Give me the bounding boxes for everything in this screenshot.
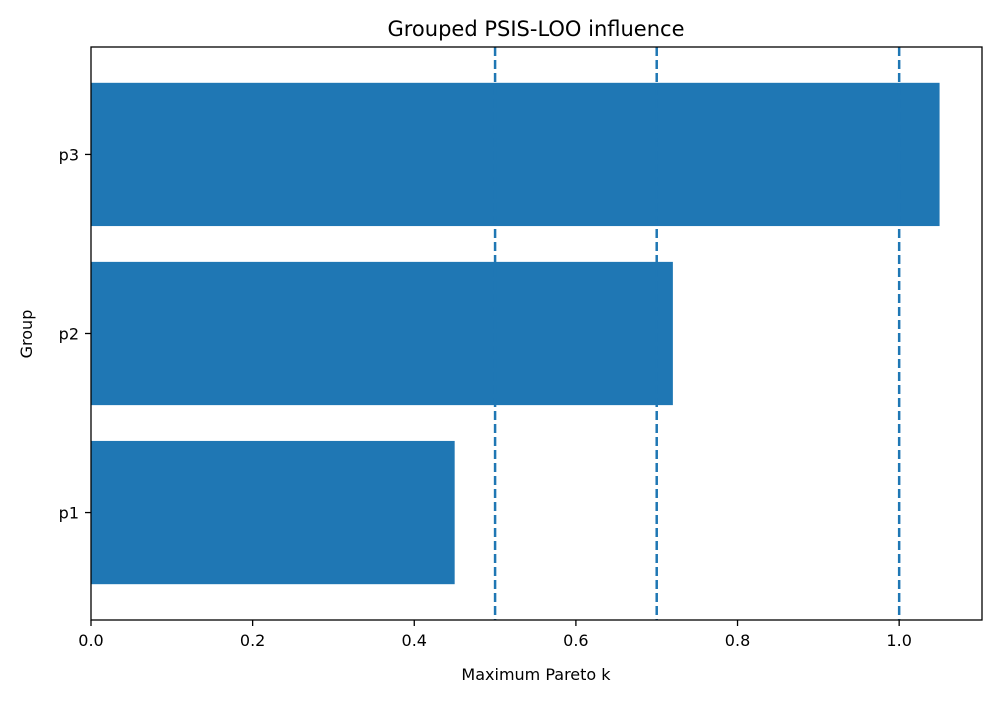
x-tick-label: 0.0 (78, 631, 103, 650)
y-axis-label: Group (17, 310, 36, 359)
x-tick-label: 0.6 (563, 631, 588, 650)
bar-p1 (91, 440, 455, 585)
y-tick-label-p3: p3 (59, 145, 79, 164)
y-tick-label-p2: p2 (59, 325, 79, 344)
bar-p2 (91, 261, 673, 406)
x-tick-label: 0.2 (240, 631, 265, 650)
x-tick-label: 0.8 (725, 631, 750, 650)
x-tick-label: 1.0 (886, 631, 911, 650)
x-axis-label: Maximum Pareto k (461, 665, 611, 684)
y-tick-label-p1: p1 (59, 504, 79, 523)
x-tick-label: 0.4 (402, 631, 427, 650)
bar-p3 (91, 82, 940, 227)
plot-area: 0.0 0.2 0.4 0.6 0.8 1.0 p1 p2 p3 (59, 46, 983, 650)
chart-title: Grouped PSIS-LOO influence (387, 17, 684, 41)
